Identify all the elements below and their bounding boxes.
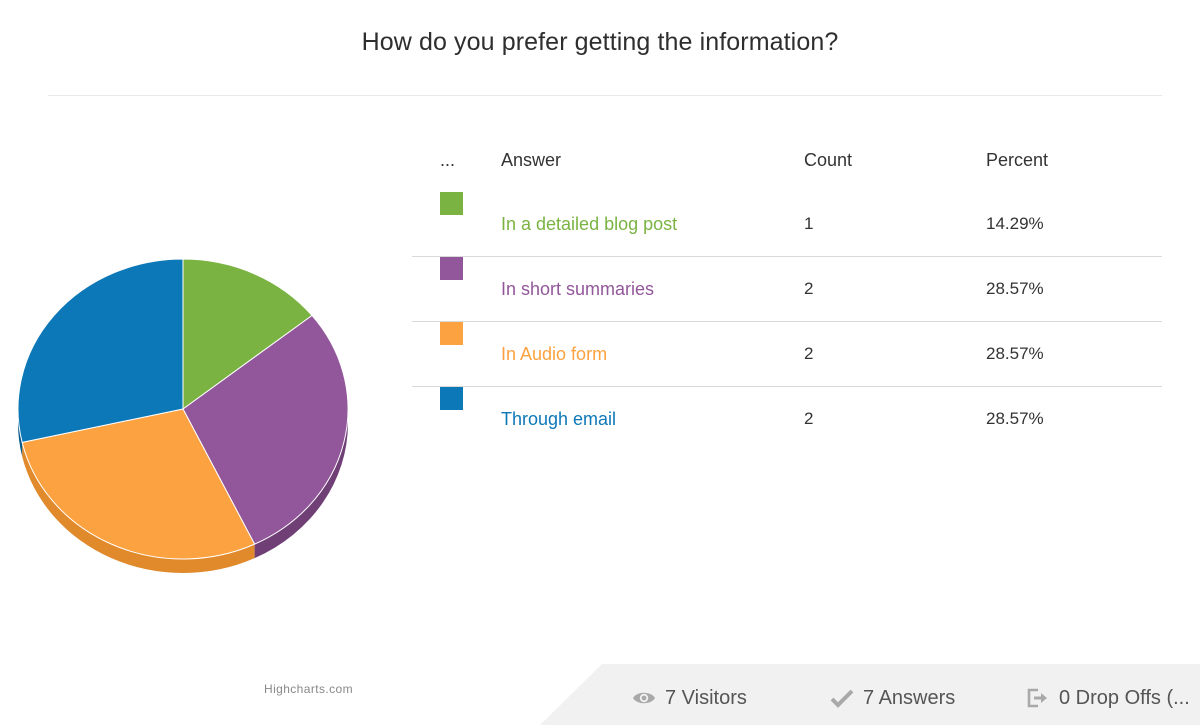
answer-label: In short summaries [501, 279, 655, 299]
legend-swatch [440, 192, 463, 215]
answer-percent: 28.57% [986, 409, 1044, 428]
legend-swatch [440, 387, 463, 410]
pie-slice[interactable] [21, 408, 256, 560]
legend-swatch [440, 257, 463, 280]
table-header: ... Answer Count Percent [412, 128, 1162, 192]
chart-title: How do you prefer getting the informatio… [361, 28, 839, 56]
visitors-text: 7 Visitors [665, 687, 747, 709]
answer-count: 2 [804, 409, 814, 428]
check-icon [830, 689, 854, 708]
title-divider [48, 95, 1162, 96]
answer-percent: 14.29% [986, 214, 1044, 233]
pie-slice[interactable] [182, 314, 349, 545]
header-menu[interactable]: ... [440, 150, 456, 170]
answer-percent: 28.57% [986, 279, 1044, 298]
answer-count: 2 [804, 344, 814, 363]
table-row: In short summaries 2 28.57% [412, 257, 1162, 322]
exit-icon [1027, 688, 1047, 708]
header-percent: Percent [986, 150, 1049, 170]
answer-percent: 28.57% [986, 344, 1044, 363]
table-row: Through email 2 28.57% [412, 387, 1162, 451]
highcharts-credit[interactable]: Highcharts.com [264, 682, 353, 696]
pie-slice[interactable] [182, 258, 313, 410]
answers-table: ... Answer Count Percent In a detailed b… [412, 128, 1162, 451]
answer-label: Through email [501, 409, 617, 429]
answer-label: In a detailed blog post [501, 214, 678, 234]
pie-slice-side [22, 442, 255, 573]
answers-text: 7 Answers [863, 687, 956, 709]
pie-slice-side [254, 409, 348, 559]
header-count: Count [804, 150, 853, 170]
header-answer: Answer [501, 150, 562, 170]
eye-icon [633, 692, 655, 704]
answer-count: 1 [804, 214, 814, 233]
pie-chart [17, 258, 349, 573]
table-row: In Audio form 2 28.57% [412, 322, 1162, 387]
answer-count: 2 [804, 279, 814, 298]
table-row: In a detailed blog post 1 14.29% [412, 192, 1162, 257]
answer-label: In Audio form [501, 344, 608, 364]
legend-swatch [440, 322, 463, 345]
dropoffs-text: 0 Drop Offs (... [1059, 687, 1190, 709]
pie-slice[interactable] [17, 258, 184, 443]
